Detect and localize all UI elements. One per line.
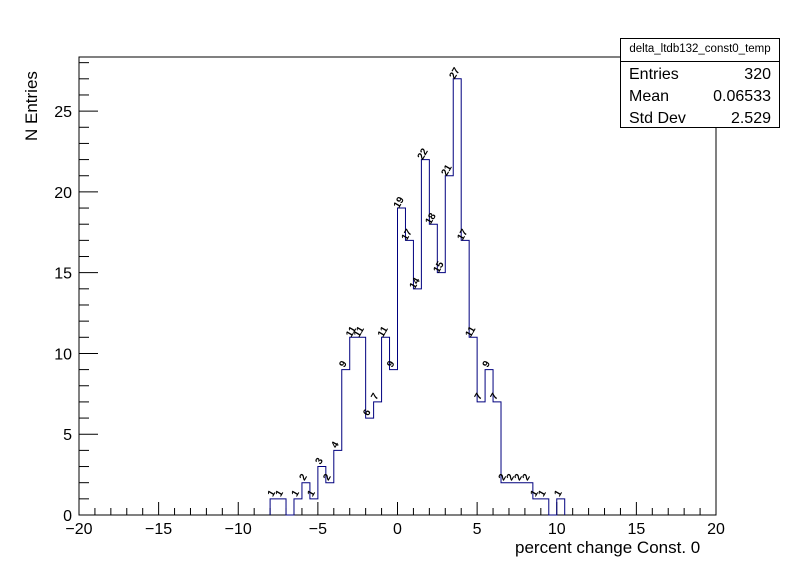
x-tick-label: −20 [65, 521, 92, 538]
bin-count-label: 3 [314, 456, 327, 467]
stats-row-mean: Mean 0.06533 [621, 85, 779, 107]
axes: −20 −15 −10 −5 0 5 10 15 20 0 5 10 15 20 25 [54, 62, 725, 538]
bin-count-label: 1 [274, 488, 287, 499]
bin-count-label: 15 [432, 259, 447, 275]
stddev-label: Std Dev [629, 110, 686, 127]
bin-count-label: 18 [424, 211, 439, 227]
bin-count-label: 27 [448, 66, 463, 82]
y-tick-label: 15 [54, 266, 72, 283]
bin-count-label: 2 [321, 472, 334, 483]
stats-title: delta_ltdb132_const0_temp [621, 39, 779, 62]
mean-value: 0.06533 [713, 88, 771, 105]
y-tick-label: 0 [63, 508, 72, 525]
bin-count-label: 2 [497, 472, 510, 483]
bin-count-label: 2 [521, 472, 534, 483]
histogram-outline [269, 78, 566, 516]
x-tick-label: 15 [627, 521, 645, 538]
mean-label: Mean [629, 88, 670, 105]
bin-count-label: 1 [306, 488, 319, 499]
stats-row-stddev: Std Dev 2.529 [621, 107, 779, 129]
stddev-value: 2.529 [730, 110, 771, 127]
x-axis-label: percent change Const. 0 [515, 538, 701, 557]
bin-count-label: 2 [513, 472, 526, 483]
x-tick-label: 10 [548, 521, 566, 538]
bin-count-label: 7 [489, 391, 502, 402]
bin-count-label: 9 [481, 359, 494, 370]
entries-label: Entries [629, 66, 679, 83]
y-tick-label: 20 [54, 185, 72, 202]
bin-count-label: 19 [392, 195, 407, 211]
bin-count-label: 17 [455, 227, 470, 243]
y-axis-label: N Entries [22, 71, 41, 141]
entries-value: 320 [744, 66, 771, 83]
stats-box: delta_ltdb132_const0_temp Entries 320 Me… [620, 38, 780, 128]
stats-row-entries: Entries 320 [621, 63, 779, 85]
bin-count-label: 1 [529, 488, 542, 499]
bin-count-label: 9 [337, 359, 350, 370]
bin-count-label: 6 [361, 407, 374, 418]
x-tick-label: 5 [473, 521, 482, 538]
x-tick-label: −15 [145, 521, 172, 538]
bin-count-label: 14 [408, 276, 423, 292]
bin-count-label: 1 [536, 488, 549, 499]
y-tick-label: 5 [63, 427, 72, 444]
bin-count-label: 7 [369, 391, 382, 402]
x-tick-label: −5 [309, 521, 327, 538]
bin-count-label: 1 [290, 488, 303, 499]
bin-count-label: 2 [298, 472, 311, 483]
bin-count-label: 2 [505, 472, 518, 483]
bin-count-label: 1 [552, 488, 565, 499]
bin-count-label: 9 [385, 359, 398, 370]
bin-count-label: 17 [400, 227, 415, 243]
y-tick-label: 10 [54, 346, 72, 363]
bin-count-label: 21 [440, 163, 455, 179]
bin-count-label: 4 [329, 440, 342, 451]
y-axis-label-container: N Entries [22, 71, 42, 141]
bin-count-label: 22 [416, 146, 431, 162]
bin-count-label: 1 [266, 488, 279, 499]
x-tick-label: 20 [707, 521, 725, 538]
x-tick-label: 0 [393, 521, 402, 538]
y-tick-label: 25 [54, 104, 72, 121]
bin-count-label: 7 [473, 391, 486, 402]
bin-count-labels: 11 12132491111671191917142218152127171179… [266, 66, 565, 499]
x-tick-label: −10 [225, 521, 252, 538]
